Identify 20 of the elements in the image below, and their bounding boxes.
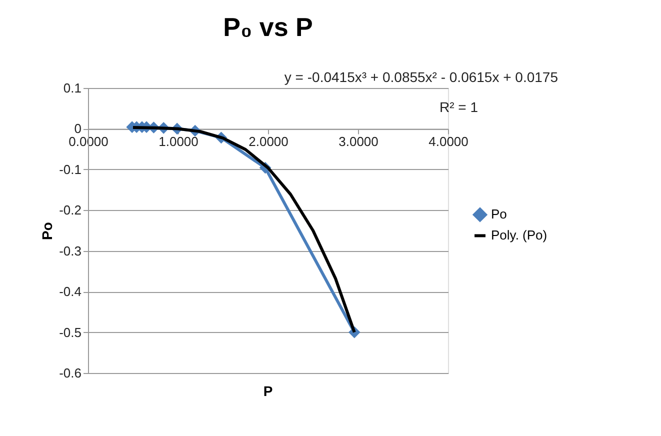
chart-title: P₀ vs P bbox=[223, 12, 313, 42]
y-tick-label: -0.3 bbox=[59, 243, 82, 258]
y-tick-label: -0.2 bbox=[59, 202, 82, 218]
x-axis-title: P bbox=[263, 383, 273, 399]
x-tick-label: 2.0000 bbox=[248, 134, 288, 150]
y-tick-label: -0.5 bbox=[59, 324, 82, 340]
y-tick-label: -0.6 bbox=[59, 366, 82, 380]
legend-label: Po bbox=[491, 206, 507, 222]
y-tick-label: -0.4 bbox=[59, 284, 82, 300]
x-tick-label: 4.0000 bbox=[428, 134, 468, 150]
y-tick-label: 0 bbox=[74, 121, 82, 136]
text: y = -0.0415x³ + 0.0855x² - 0.0615x + 0.0175 bbox=[284, 69, 558, 85]
x-tick-label: 0.0000 bbox=[68, 134, 108, 150]
y-axis-title: Po bbox=[39, 222, 56, 240]
y-tick-label: 0.1 bbox=[63, 80, 82, 96]
legend-label: Poly. (Po) bbox=[491, 228, 548, 243]
x-tick-label: 3.0000 bbox=[338, 134, 378, 150]
x-tick-label: 1.0000 bbox=[158, 134, 198, 150]
y-tick-label: -0.1 bbox=[59, 162, 82, 177]
annotation: R² = 1 bbox=[439, 99, 478, 115]
